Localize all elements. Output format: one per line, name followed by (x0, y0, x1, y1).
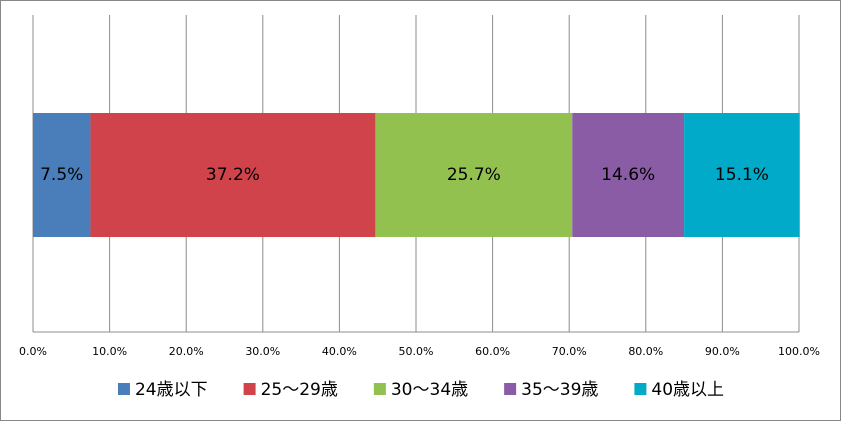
bar-segment (572, 113, 685, 237)
data-label: 15.1% (715, 165, 769, 185)
x-tick-label: 30.0% (245, 345, 280, 358)
legend-label: 25～29歳 (261, 380, 338, 400)
x-tick-label: 10.0% (92, 345, 127, 358)
legend: 24歳以下 25～29歳 30～34歳 35～39歳 40歳以上 (117, 380, 724, 400)
legend-swatch (373, 383, 386, 395)
legend-label: 35～39歳 (521, 380, 598, 400)
legend-label: 30～34歳 (391, 380, 468, 400)
x-tick-label: 80.0% (628, 345, 663, 358)
legend-label: 40歳以上 (651, 380, 724, 400)
legend-swatch (504, 383, 517, 395)
x-tick-label: 60.0% (475, 345, 510, 358)
x-tick-label: 50.0% (399, 345, 434, 358)
legend-swatch (243, 383, 256, 395)
x-tick-label: 70.0% (552, 345, 587, 358)
data-label: 25.7% (447, 165, 501, 185)
bar-segment (375, 113, 573, 237)
data-label: 37.2% (206, 165, 260, 185)
x-tick-label: 20.0% (169, 345, 204, 358)
bar-segment (90, 113, 376, 237)
x-tick-label: 90.0% (705, 345, 740, 358)
legend-swatch (117, 383, 130, 395)
x-tick-label: 0.0% (19, 345, 47, 358)
bar-segment (684, 113, 800, 237)
data-label: 14.6% (601, 165, 655, 185)
legend-label: 24歳以下 (135, 380, 208, 400)
x-tick-label: 100.0% (778, 345, 820, 358)
data-label: 7.5% (40, 165, 83, 185)
x-tick-label: 40.0% (322, 345, 357, 358)
legend-swatch (634, 383, 647, 395)
bar-segment (33, 113, 91, 237)
